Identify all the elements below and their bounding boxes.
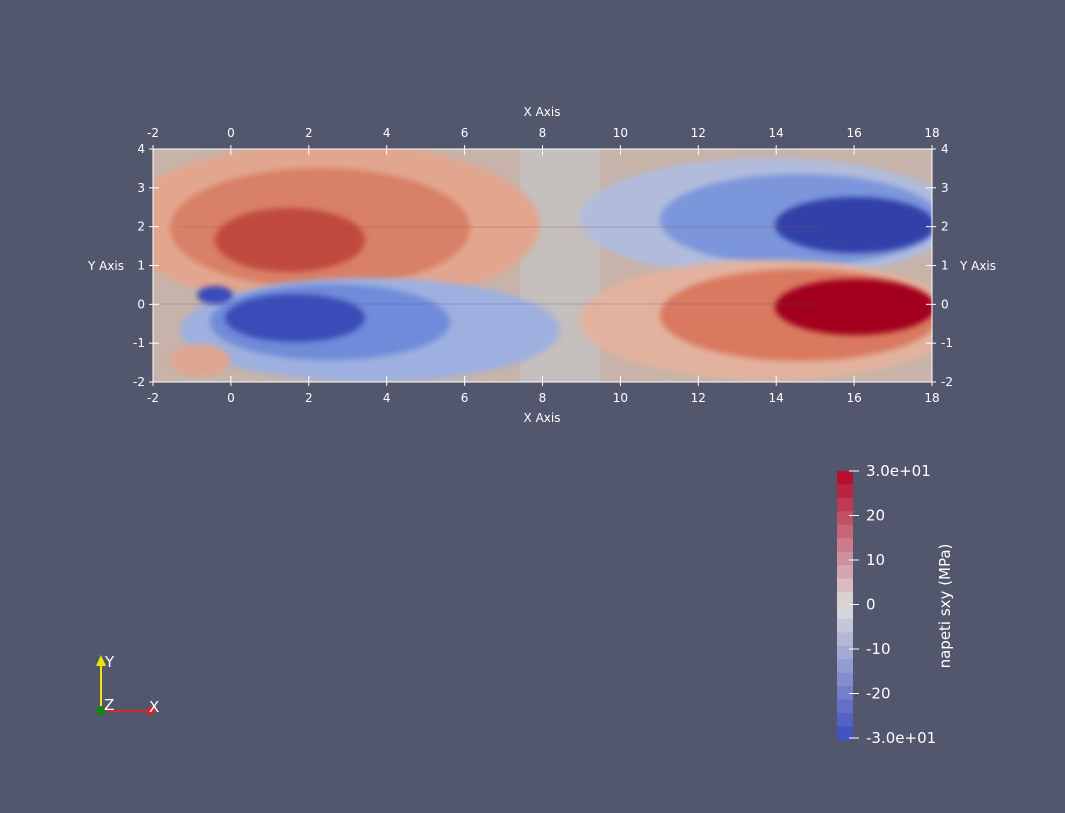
y-tick-label-left: -1 [133, 336, 145, 350]
scalar-bar-tick-label: -10 [866, 640, 891, 658]
scalar-bar-band [837, 592, 853, 606]
x-tick-label-top: 16 [846, 126, 861, 140]
scalar-bar-band [837, 511, 853, 525]
scalar-bar-tick-label: -20 [866, 685, 891, 703]
scalar-bar-band [837, 498, 853, 512]
x-tick-label-bottom: 16 [846, 391, 861, 405]
y-tick-label-left: 4 [137, 142, 145, 156]
scalar-bar[interactable]: 3.0e+01 -3.0e+01 20 10 0 -10 -20 napeti sxy … [837, 462, 954, 747]
scalar-bar-title: napeti sxy (MPa) [936, 544, 954, 669]
y-tick-label-left: -2 [133, 375, 145, 389]
scalar-bar-ticks: 20 10 0 -10 -20 [849, 507, 891, 703]
negative-lobe-bottom-left-core [225, 294, 365, 342]
y-tick-label-right: 1 [941, 259, 949, 273]
x-tick-label-top: 8 [539, 126, 547, 140]
y-tick-label-left: 0 [137, 297, 145, 311]
scalar-bar-band [837, 646, 853, 660]
y-tick-label-left: 1 [137, 259, 145, 273]
x-tick-label-bottom: 4 [383, 391, 391, 405]
x-tick-label-top: 4 [383, 126, 391, 140]
scalar-bar-tick-label: 10 [866, 551, 885, 569]
orientation-z-label: Z [104, 696, 114, 714]
x-axis-title-top: X Axis [524, 105, 561, 119]
scalar-bar-band [837, 632, 853, 646]
y-tick-label-right: 3 [941, 181, 949, 195]
y-tick-label-right: 2 [941, 220, 949, 234]
positive-lobe-top-left-core [215, 208, 365, 272]
scalar-bar-band [837, 700, 853, 714]
x-tick-label-bottom: 0 [227, 391, 235, 405]
x-tick-label-top: 14 [769, 126, 784, 140]
y-tick-label-right: -2 [941, 375, 953, 389]
scalar-bar-min-label: -3.0e+01 [866, 729, 936, 747]
scalar-bar-band [837, 673, 853, 687]
orientation-y-label: Y [104, 653, 115, 671]
x-tick-label-top: 0 [227, 126, 235, 140]
negative-lobe-top-right-core [775, 197, 935, 253]
tip-blue-spot [197, 286, 233, 304]
y-tick-label-right: 0 [941, 297, 949, 311]
y-tick-label-left: 3 [137, 181, 145, 195]
x-tick-label-bottom: 10 [613, 391, 628, 405]
y-tick-label-right: 4 [941, 142, 949, 156]
scalar-bar-band [837, 659, 853, 673]
scalar-bar-band [837, 713, 853, 727]
scalar-bar-band [837, 525, 853, 539]
x-tick-label-bottom: 14 [769, 391, 784, 405]
scalar-bar-band [837, 484, 853, 498]
x-tick-label-top: 18 [924, 126, 939, 140]
x-tick-label-bottom: 8 [539, 391, 547, 405]
x-tick-label-top: 12 [691, 126, 706, 140]
scalar-bar-tick-label: 0 [866, 596, 876, 614]
y-axis-title-right: Y Axis [959, 259, 996, 273]
y-tick-label-right: -1 [941, 336, 953, 350]
scalar-bar-band [837, 579, 853, 593]
contour-plot[interactable] [120, 143, 960, 382]
y-axis-title-left: Y Axis [87, 259, 124, 273]
scalar-bar-band [837, 619, 853, 633]
x-tick-label-top: 2 [305, 126, 313, 140]
x-tick-label-bottom: 6 [461, 391, 469, 405]
x-tick-label-top: -2 [147, 126, 159, 140]
x-tick-label-bottom: 18 [924, 391, 939, 405]
scalar-bar-band [837, 565, 853, 579]
tip-red-spot [170, 344, 230, 376]
scalar-bar-max-label: 3.0e+01 [866, 462, 931, 480]
x-tick-label-bottom: -2 [147, 391, 159, 405]
x-tick-label-top: 6 [461, 126, 469, 140]
scalar-bar-band [837, 552, 853, 566]
scalar-bar-band [837, 606, 853, 620]
scalar-bar-band [837, 471, 853, 485]
y-tick-label-left: 2 [137, 220, 145, 234]
positive-lobe-bottom-right-core [775, 279, 935, 335]
x-axis-title-bottom: X Axis [524, 411, 561, 425]
orientation-axes[interactable]: X Y Z [96, 653, 159, 716]
scalar-bar-tick-label: 20 [866, 507, 885, 525]
scalar-bar-band [837, 538, 853, 552]
x-tick-label-top: 10 [613, 126, 628, 140]
scalar-bar-bands [837, 471, 853, 741]
orientation-x-label: X [149, 698, 159, 716]
x-tick-label-bottom: 12 [691, 391, 706, 405]
x-tick-label-bottom: 2 [305, 391, 313, 405]
